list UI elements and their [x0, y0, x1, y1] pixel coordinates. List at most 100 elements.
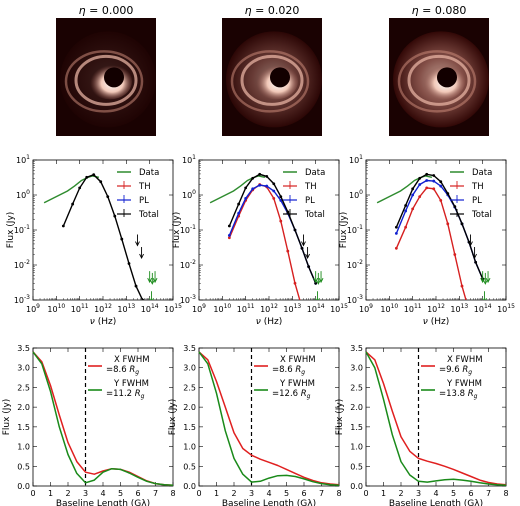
sed-legend-label-total: Total	[471, 210, 492, 220]
vis-xtick-label: 6	[301, 489, 306, 498]
vis-ytick-label: 0.0	[183, 482, 196, 491]
sed-upper-limit-arrow	[315, 291, 320, 300]
vis-xtick-label: 4	[433, 489, 438, 498]
sed-legend-label-th: TH	[304, 182, 317, 192]
vis-ytick-label: 0.5	[183, 462, 196, 471]
sed-point-total	[404, 204, 408, 207]
vis-xtick-label: 0	[30, 489, 35, 498]
vis-xtick-label: 3	[416, 489, 421, 498]
sed-arrow-head	[315, 298, 320, 300]
image-panel-1: η = 0.000	[56, 4, 156, 136]
sed-point-pl	[394, 231, 398, 235]
sed-xtick-label: 1012	[260, 303, 278, 314]
sed-arrow-head	[305, 253, 310, 260]
vis-xtick-label: 2	[398, 489, 403, 498]
vis-ylabel: Flux (Jy)	[168, 399, 178, 436]
vis-chart-2: 0 1 2 3 4 5 6 7 8 0.0 0.5 1.0 1.5 2.0 2.5 3.0 3.5 Baselin…	[168, 344, 342, 506]
sed-xtick-label: 1012	[94, 303, 112, 314]
vis-xlabel: Baseline Length (Gλ)	[389, 499, 483, 506]
vis-legend-x-value: =8.6 Rg	[106, 365, 139, 376]
vis-xtick-label: 6	[135, 489, 140, 498]
vis-xtick-label: 1	[48, 489, 53, 498]
vis-ytick-label: 2.0	[183, 403, 196, 412]
sed-arrow-head	[482, 298, 487, 300]
image-outer-ring	[230, 50, 310, 113]
sed-point-th	[418, 195, 422, 199]
sed-point-th	[425, 186, 429, 190]
sed-line-total	[62, 173, 144, 300]
vis-xtick-label: 0	[196, 489, 201, 498]
sed-xtick-label: 1011	[71, 303, 89, 314]
sed-point-pl	[418, 183, 422, 186]
sed-arrow-head	[482, 279, 488, 285]
sed-point-total	[293, 228, 297, 232]
sed-ytick-label: 10-2	[347, 259, 363, 270]
image-shadow	[270, 67, 290, 88]
sed-legend-label-pl: PL	[472, 196, 482, 206]
sed-point-total	[113, 214, 117, 218]
sed-arrow-head	[480, 277, 486, 284]
vis-legend-y-value: =12.6 Rg	[272, 389, 311, 400]
vis-ytick-label: 0.5	[17, 462, 30, 471]
sed-ylabel: Flux (Jy)	[339, 212, 349, 249]
sed-plot-area	[376, 172, 491, 300]
sed-arrow-head	[315, 279, 321, 285]
sed-point-pl	[265, 184, 269, 188]
image-eta-label: η = 0.080	[412, 4, 467, 17]
vis-legend: X FWHM=9.6 Rg Y FWHM=13.8 Rg	[421, 355, 483, 400]
vis-xtick-label: 5	[118, 489, 123, 498]
vis-xtick-label: 3	[249, 489, 254, 498]
sed-arrow-head	[468, 241, 473, 247]
image-panel-2: η = 0.020	[222, 4, 322, 136]
sed-point-total	[300, 246, 304, 250]
sed-arrow-head	[149, 279, 155, 285]
sed-point-total	[251, 176, 255, 180]
vis-xlabel: Baseline Length (Gλ)	[56, 499, 150, 506]
image-eta-label: η = 0.000	[79, 4, 134, 17]
sed-point-total	[411, 187, 415, 191]
sed-legend: Data TH PL Total	[117, 168, 159, 220]
vis-ytick-label: 2.5	[17, 383, 30, 392]
sed-point-total	[106, 195, 110, 199]
sed-xtick-label: 1010	[47, 303, 65, 314]
sed-upper-limit-arrow	[472, 247, 477, 260]
vis-xtick-label: 1	[381, 489, 386, 498]
vis-xtick-label: 2	[65, 489, 70, 498]
vis-xtick-label: 0	[363, 489, 368, 498]
sed-xtick-label: 1010	[213, 303, 231, 314]
image-middle-ring	[74, 54, 138, 106]
image-eta-label: η = 0.020	[245, 4, 300, 17]
sed-point-total	[418, 176, 422, 180]
sed-upper-limit-arrow	[485, 271, 491, 284]
vis-ytick-label: 0.0	[350, 482, 363, 491]
sed-arrow-head	[485, 277, 491, 284]
sed-arrow-head	[152, 277, 158, 284]
vis-ytick-label: 1.5	[183, 423, 196, 432]
sed-point-total	[71, 202, 75, 206]
sed-ytick-label: 10-1	[347, 224, 363, 235]
sed-point-th	[453, 253, 457, 256]
sed-point-pl	[432, 179, 436, 183]
sed-arrow-head	[313, 277, 319, 284]
vis-ytick-label: 0.5	[350, 462, 363, 471]
vis-legend-x-label: X FWHM	[280, 355, 316, 365]
vis-frame	[198, 347, 340, 487]
vis-ytick-label: 2.0	[350, 403, 363, 412]
vis-ytick-label: 1.5	[17, 423, 30, 432]
vis-line-y	[32, 351, 174, 486]
vis-legend-x-label: X FWHM	[447, 355, 483, 365]
vis-frame	[32, 347, 174, 487]
sed-xlabel: ν (Hz)	[256, 317, 282, 327]
sed-point-th	[411, 207, 415, 211]
sed-point-total	[272, 182, 276, 186]
sed-point-th	[439, 199, 443, 202]
vis-line-x	[365, 351, 507, 486]
sed-chart-1: 109 1010 1011 1012 1013 1014 1015 10-3 10-2 10-1 1…	[6, 154, 182, 327]
sed-ylabel: Flux (Jy)	[6, 212, 16, 249]
sed-xlabel: ν (Hz)	[90, 317, 116, 327]
vis-xtick-label: 1	[214, 489, 219, 498]
sed-xtick-label: 1015	[164, 303, 182, 314]
sed-point-th	[293, 281, 297, 285]
sed-point-th	[446, 222, 450, 226]
sed-point-total	[127, 262, 131, 265]
